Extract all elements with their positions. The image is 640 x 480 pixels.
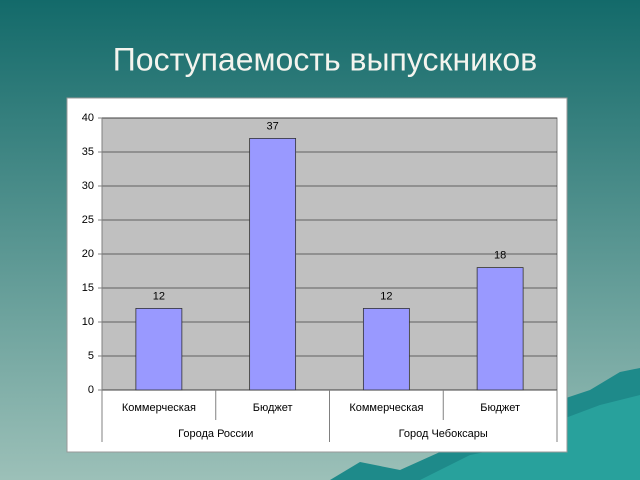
bar <box>476 267 524 391</box>
bar <box>362 307 410 391</box>
data-label: 37 <box>267 120 279 132</box>
data-label: 12 <box>380 290 392 302</box>
y-tick-label: 15 <box>82 282 94 294</box>
chart-title: Поступаемость выпускников <box>113 41 537 77</box>
y-tick-label: 0 <box>88 384 94 396</box>
x-tick-label: Коммерческая <box>122 402 196 414</box>
x-tick-label: Бюджет <box>480 402 520 414</box>
mountains-front <box>420 395 640 480</box>
y-tick-label: 10 <box>82 316 94 328</box>
data-label: 12 <box>153 290 165 302</box>
y-tick-label: 35 <box>82 146 94 158</box>
y-tick-label: 25 <box>82 214 94 226</box>
y-tick-label: 20 <box>82 248 94 260</box>
bar <box>249 137 297 391</box>
group-label: Город Чебоксары <box>399 428 488 440</box>
y-tick-label: 30 <box>82 180 94 192</box>
y-tick-label: 5 <box>88 350 94 362</box>
bar <box>135 307 183 391</box>
data-label: 18 <box>494 250 506 262</box>
x-tick-label: Коммерческая <box>349 402 423 414</box>
y-tick-label: 40 <box>82 112 94 124</box>
group-label: Города России <box>178 428 253 440</box>
x-tick-label: Бюджет <box>253 402 293 414</box>
